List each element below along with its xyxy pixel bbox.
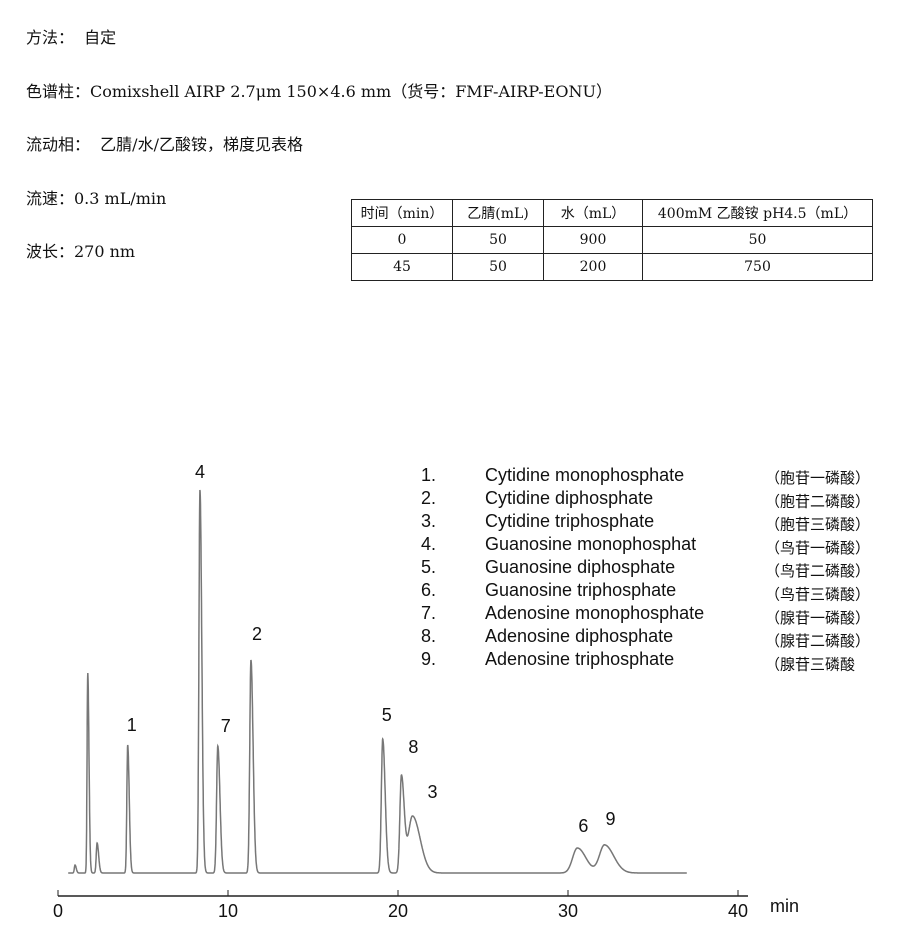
legend-chinese-name: （胞苷一磷酸）	[765, 469, 870, 487]
table-row: 0 50 900 50	[351, 226, 873, 254]
legend-name: Cytidine monophosphate	[485, 465, 684, 485]
x-axis-label: min	[770, 896, 799, 916]
legend-chinese-name: （鸟苷三磷酸）	[765, 586, 870, 604]
legend-item: 8. Adenosine diphosphate （腺苷二磷酸）	[421, 626, 870, 650]
peak-label-4: 4	[195, 462, 205, 482]
legend-number: 1.	[421, 465, 436, 485]
peak-label-9: 9	[606, 809, 616, 829]
peak-label-5: 5	[382, 705, 392, 725]
peak-label-3: 3	[427, 782, 437, 802]
peak-label-1: 1	[127, 715, 137, 735]
peak-label-7: 7	[221, 716, 231, 736]
cell: 45	[351, 253, 453, 281]
header-water: 水（mL）	[543, 199, 643, 227]
legend-item: 9. Adenosine triphosphate （腺苷三磷酸	[421, 649, 855, 673]
legend-number: 2.	[421, 488, 436, 508]
legend-chinese-name: （腺苷二磷酸）	[765, 632, 870, 650]
header-acetonitrile: 乙腈(mL)	[452, 199, 544, 227]
cell: 50	[452, 253, 544, 281]
legend-chinese-name: （胞苷三磷酸）	[765, 516, 870, 534]
legend-name: Cytidine triphosphate	[485, 511, 654, 531]
legend-number: 6.	[421, 580, 436, 600]
mobile-phase-text: 流动相： 乙腈/水/乙酸铵，梯度见表格	[26, 135, 303, 154]
legend-item: 7. Adenosine monophosphate （腺苷一磷酸）	[421, 603, 870, 627]
legend-name: Guanosine triphosphate	[485, 580, 676, 600]
legend-number: 4.	[421, 534, 436, 554]
gradient-table: 时间（min） 乙腈(mL) 水（mL） 400mM 乙酸铵 pH4.5（mL）…	[351, 199, 873, 281]
legend-name: Adenosine triphosphate	[485, 649, 674, 669]
legend-item: 2. Cytidine diphosphate （胞苷二磷酸）	[421, 488, 870, 510]
legend-number: 7.	[421, 603, 436, 623]
legend-number: 9.	[421, 649, 436, 669]
table-header-row: 时间（min） 乙腈(mL) 水（mL） 400mM 乙酸铵 pH4.5（mL）	[351, 199, 873, 227]
x-tick-label: 30	[558, 901, 578, 921]
legend-name: Cytidine diphosphate	[485, 488, 653, 508]
cell: 900	[543, 226, 643, 254]
legend-number: 3.	[421, 511, 436, 531]
legend-chinese-name: （胞苷二磷酸）	[765, 492, 870, 510]
legend-chinese-name: （腺苷一磷酸）	[765, 609, 870, 627]
legend-name: Guanosine monophosphat	[485, 534, 696, 554]
flow-rate-text: 流速：0.3 mL/min	[26, 189, 167, 208]
legend-name: Adenosine diphosphate	[485, 626, 673, 646]
legend-number: 5.	[421, 557, 436, 577]
legend-item: 3. Cytidine triphosphate （胞苷三磷酸）	[421, 511, 870, 534]
legend-name: Guanosine diphosphate	[485, 557, 675, 577]
chromatogram-trace	[68, 489, 687, 874]
cell: 200	[543, 253, 643, 281]
cell: 50	[452, 226, 544, 254]
legend-item: 4. Guanosine monophosphat （鸟苷一磷酸）	[421, 534, 870, 557]
table-row: 45 50 200 750	[351, 253, 873, 281]
wavelength-text: 波长：270 nm	[26, 242, 136, 261]
header-ammonium-acetate: 400mM 乙酸铵 pH4.5（mL）	[642, 199, 873, 227]
x-tick-label: 40	[728, 901, 748, 921]
legend-chinese-name: （腺苷三磷酸	[765, 655, 855, 673]
legend-name: Adenosine monophosphate	[485, 603, 704, 623]
legend-number: 8.	[421, 626, 436, 646]
header-time: 时间（min）	[351, 199, 453, 227]
x-tick-label: 20	[388, 901, 408, 921]
column-text: 色谱柱：Comixshell AIRP 2.7μm 150×4.6 mm（货号：…	[26, 82, 612, 101]
x-tick-label: 10	[218, 901, 238, 921]
peak-label-6: 6	[578, 816, 588, 836]
cell: 750	[642, 253, 873, 281]
peak-label-2: 2	[252, 624, 262, 644]
legend-item: 1. Cytidine monophosphate （胞苷一磷酸）	[421, 465, 870, 487]
peak-label-8: 8	[408, 737, 418, 757]
legend-chinese-name: （鸟苷二磷酸）	[765, 562, 870, 580]
legend-chinese-name: （鸟苷一磷酸）	[765, 539, 870, 557]
x-tick-label: 0	[53, 901, 63, 921]
method-text: 方法： 自定	[26, 28, 117, 47]
legend-item: 5. Guanosine diphosphate （鸟苷二磷酸）	[421, 557, 870, 580]
legend-item: 6. Guanosine triphosphate （鸟苷三磷酸）	[421, 580, 870, 604]
